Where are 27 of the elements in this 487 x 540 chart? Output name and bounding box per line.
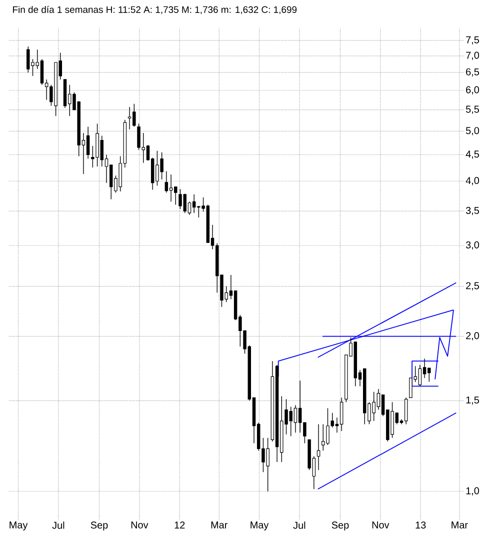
y-tick-label: 2,0 <box>466 332 480 340</box>
x-tick-label: Jul <box>52 522 64 529</box>
x-tick-label: Sep <box>332 522 349 531</box>
y-tick-label: 2,5 <box>466 282 479 290</box>
x-tick-label: Nov <box>131 522 148 528</box>
y-tick-label: 5,0 <box>466 127 480 136</box>
y-tick-label: 7,0 <box>466 52 480 60</box>
y-tick-label: 1,5 <box>466 396 479 405</box>
y-tick-label: 4,0 <box>466 177 480 186</box>
y-tick-label: 3,5 <box>466 206 479 216</box>
x-tick-label: 13 <box>416 522 426 529</box>
y-tick-label: 6,5 <box>466 68 479 77</box>
x-tick-label: Nov <box>372 522 390 528</box>
chart-title: Fin de día 1 semanas H: 11:52 A: 1,735 M: 1,736 m: 1,632 C: 1,699 <box>13 6 297 14</box>
y-tick-label: 1,0 <box>466 487 480 496</box>
x-tick-label: May <box>250 522 269 530</box>
x-tick-label: Mar <box>211 522 228 528</box>
y-tick-label: 6,0 <box>466 86 480 94</box>
x-tick-label: Mar <box>452 522 468 528</box>
y-tick-label: 7,5 <box>466 36 479 45</box>
x-tick-label: 12 <box>174 522 185 528</box>
y-tick-label: 4,5 <box>466 150 479 159</box>
x-tick-label: May <box>10 522 28 530</box>
x-tick-label: Jul <box>293 522 306 529</box>
y-tick-label: 5,5 <box>466 106 479 114</box>
x-tick-label: Sep <box>90 522 108 531</box>
y-tick-label: 3,0 <box>466 241 480 250</box>
